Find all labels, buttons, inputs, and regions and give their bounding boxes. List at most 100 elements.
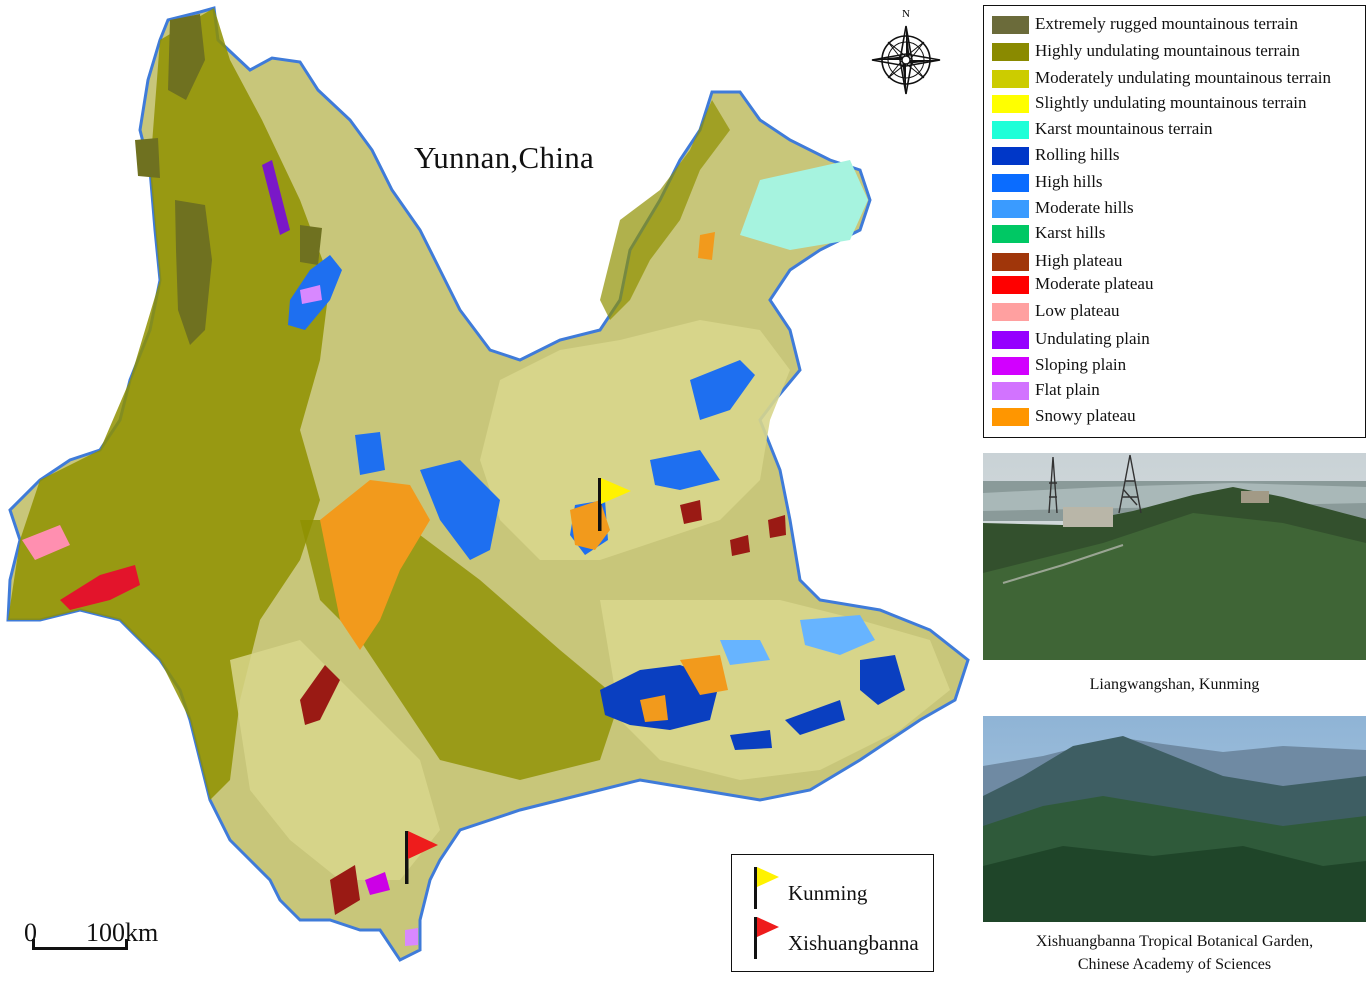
legend-item: High hills xyxy=(992,172,1364,194)
legend-label: High hills xyxy=(1035,172,1103,191)
terrain-flat-plain xyxy=(300,285,322,304)
terrain-rolling-hills xyxy=(785,700,845,735)
legend-swatch xyxy=(992,382,1029,400)
terrain-low-plateau xyxy=(22,525,70,560)
terrain-high-plateau xyxy=(680,500,702,524)
terrain-snowy-plateau xyxy=(640,695,668,722)
legend-item: Karst hills xyxy=(992,223,1364,245)
legend-item: Highly undulating mountainous terrain xyxy=(992,41,1364,63)
legend-swatch xyxy=(992,121,1029,139)
terrain-highly-undulating xyxy=(600,100,730,320)
scale-tick xyxy=(32,939,35,950)
terrain-snowy-plateau xyxy=(680,655,728,695)
legend-label: Highly undulating mountainous terrain xyxy=(1035,41,1300,60)
legend-label: Snowy plateau xyxy=(1035,406,1136,425)
legend-item: Sloping plain xyxy=(992,355,1364,377)
legend-item: Flat plain xyxy=(992,380,1364,402)
terrain-flat-plain xyxy=(405,928,418,946)
legend-label: Sloping plain xyxy=(1035,355,1127,374)
legend-swatch xyxy=(992,408,1029,426)
legend-label: Moderately undulating mountainous terrai… xyxy=(1035,68,1332,87)
terrain-snowy-plateau xyxy=(698,232,715,260)
scale-distance-label: 100km xyxy=(86,918,159,947)
legend-swatch xyxy=(992,95,1029,113)
legend-label: Rolling hills xyxy=(1035,145,1120,164)
legend-label: Low plateau xyxy=(1035,301,1120,320)
legend-label: Karst hills xyxy=(1035,223,1106,242)
legend-item: Low plateau xyxy=(992,301,1364,323)
legend-swatch xyxy=(992,225,1029,243)
north-label: N xyxy=(902,8,910,20)
terrain-undulating-plain xyxy=(262,160,290,235)
legend-swatch xyxy=(992,303,1029,321)
terrain-extremely-rugged xyxy=(135,138,160,178)
scale-zero-label: 0 xyxy=(24,918,37,947)
photo-caption-line2: Chinese Academy of Sciences xyxy=(1077,956,1272,973)
terrain-high-plateau xyxy=(768,515,786,538)
north-arrow: N xyxy=(866,4,946,96)
scale-tick xyxy=(125,939,128,950)
photo-caption: Liangwangshan, Kunming xyxy=(1089,676,1260,693)
legend-swatch xyxy=(992,70,1029,88)
scale-bar: 0 100km xyxy=(22,914,182,954)
terrain-karst-mountain xyxy=(740,160,868,250)
xishuangbanna-flag-marker xyxy=(405,831,438,884)
legend-swatch xyxy=(992,357,1029,375)
legend-item: Moderate hills xyxy=(992,198,1364,220)
terrain-rolling-hills xyxy=(860,655,905,705)
legend-label: Slightly undulating mountainous terrain xyxy=(1035,93,1307,112)
legend-label: High plateau xyxy=(1035,251,1123,270)
yunnan-terrain-map xyxy=(6,6,970,962)
flagpole xyxy=(754,867,757,909)
legend-label: Undulating plain xyxy=(1035,329,1150,348)
legend-label: Moderate plateau xyxy=(1035,274,1154,293)
terrain-high-hills xyxy=(420,460,500,560)
terrain-extremely-rugged xyxy=(175,200,212,345)
legend-swatch xyxy=(992,16,1029,34)
legend-item: Extremely rugged mountainous terrain xyxy=(992,14,1364,36)
photo-liangwangshan xyxy=(983,453,1366,660)
site-name: Kunming xyxy=(788,881,868,905)
site-legend-kunming: Kunming xyxy=(750,867,930,911)
flagpole xyxy=(754,917,757,959)
map-panel: Yunnan,China N 0 100km Kunming xyxy=(6,4,970,972)
site-legend-xishuangbanna: Xishuangbanna xyxy=(750,917,930,961)
terrain-high-plateau xyxy=(300,665,340,725)
legend-label: Extremely rugged mountainous terrain xyxy=(1035,14,1298,33)
legend-swatch xyxy=(992,200,1029,218)
legend-item: Undulating plain xyxy=(992,329,1364,351)
terrain-moderate-hills xyxy=(800,615,875,655)
legend-label: Moderate hills xyxy=(1035,198,1134,217)
legend-label: Flat plain xyxy=(1035,380,1100,399)
site-name: Xishuangbanna xyxy=(788,931,919,955)
terrain-moderate-hills xyxy=(720,640,770,665)
legend-item: High plateau xyxy=(992,251,1364,273)
legend-swatch xyxy=(992,331,1029,349)
site-legend: Kunming Xishuangbanna xyxy=(731,854,934,972)
terrain-high-hills xyxy=(650,450,720,490)
photo-caption-line1: Xishuangbanna Tropical Botanical Garden, xyxy=(1035,933,1314,950)
legend-item: Rolling hills xyxy=(992,145,1364,167)
map-title: Yunnan,China xyxy=(414,140,595,175)
terrain-high-plateau xyxy=(730,535,750,556)
legend-item: Snowy plateau xyxy=(992,406,1364,428)
legend-item: Moderate plateau xyxy=(992,274,1364,296)
legend-swatch xyxy=(992,43,1029,61)
legend-label: Karst mountainous terrain xyxy=(1035,119,1213,138)
scale-line xyxy=(32,947,128,950)
legend-swatch xyxy=(992,147,1029,165)
kunming-flag-marker xyxy=(598,478,631,531)
terrain-high-hills xyxy=(355,432,385,475)
photo-xishuangbanna xyxy=(983,716,1366,922)
legend-item: Karst mountainous terrain xyxy=(992,119,1364,141)
terrain-moderate-plateau xyxy=(60,565,140,610)
legend-item: Slightly undulating mountainous terrain xyxy=(992,93,1364,115)
compass-rose-icon: N xyxy=(871,8,941,95)
legend-item: Moderately undulating mountainous terrai… xyxy=(992,68,1364,90)
terrain-extremely-rugged xyxy=(168,14,205,100)
legend-swatch xyxy=(992,276,1029,294)
mountain-with-towers-photo xyxy=(983,453,1366,660)
terrain-snowy-plateau xyxy=(320,480,430,650)
terrain-extremely-rugged xyxy=(300,225,322,265)
terrain-rolling-hills xyxy=(730,730,772,750)
